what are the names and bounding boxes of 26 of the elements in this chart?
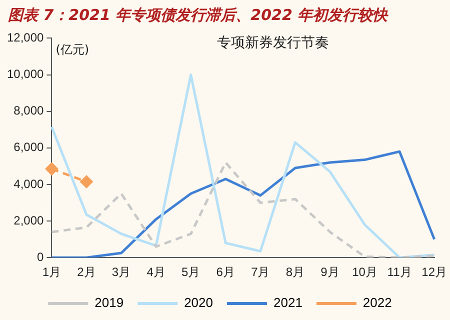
y-tick-label: 4,000 xyxy=(14,176,44,191)
y-tick-label: 6,000 xyxy=(14,140,44,154)
x-tick-label: 3月 xyxy=(112,265,131,280)
y-tick-label: 10,000 xyxy=(7,67,44,82)
chart-title: 图表 7：2021 年专项债发行滞后、2022 年初发行较快 xyxy=(7,5,390,26)
x-tick-label: 5月 xyxy=(181,265,200,280)
y-tick-label: 0 xyxy=(37,250,44,264)
y-tick-label: 2,000 xyxy=(14,213,44,228)
x-tick-label: 9月 xyxy=(320,265,340,280)
x-tick-label: 6月 xyxy=(216,265,235,280)
x-tick-label: 1月 xyxy=(42,265,62,280)
x-tick-label: 10月 xyxy=(352,265,378,280)
legend-label: 2020 xyxy=(184,295,213,310)
chart-subtitle: 专项新券发行节奏 xyxy=(217,34,330,51)
x-tick-label: 7月 xyxy=(251,265,270,280)
y-tick-label: 12,000 xyxy=(7,30,44,45)
x-tick-label: 2月 xyxy=(77,265,96,280)
y-axis-title: (亿元) xyxy=(56,42,90,56)
legend-label: 2019 xyxy=(94,295,124,310)
x-tick-label: 11月 xyxy=(387,265,412,280)
x-tick-label: 8月 xyxy=(286,265,305,280)
y-tick-label: 8,000 xyxy=(14,104,44,118)
legend-label: 2021 xyxy=(274,295,302,310)
x-tick-label: 4月 xyxy=(146,265,166,280)
legend-label: 2022 xyxy=(362,295,392,310)
x-tick-label: 12月 xyxy=(422,265,448,280)
